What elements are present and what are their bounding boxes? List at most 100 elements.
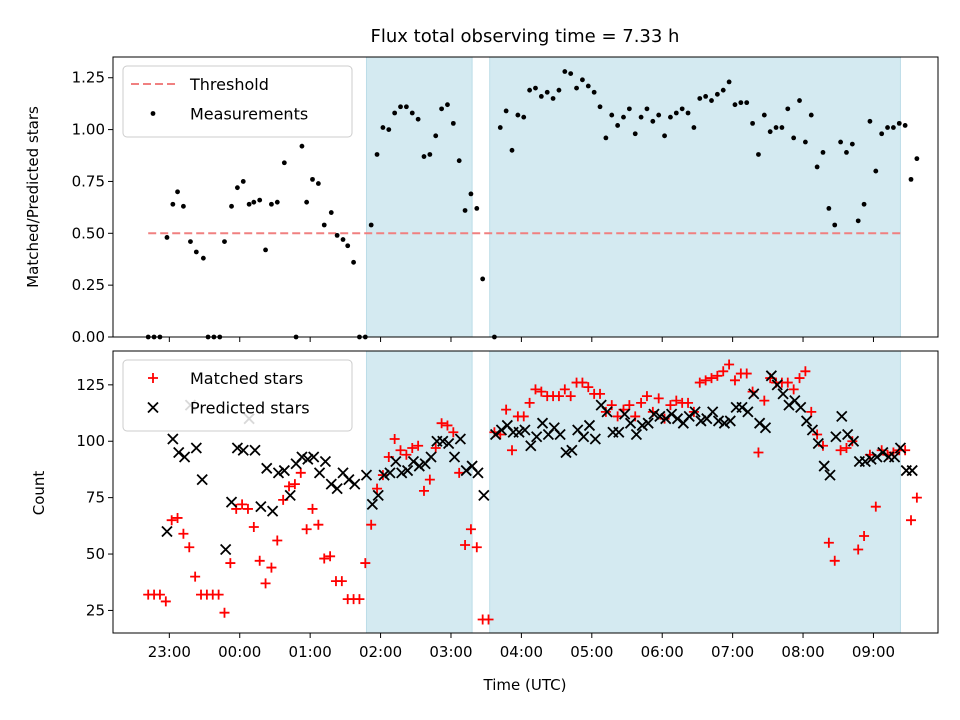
data-point [284, 481, 295, 492]
data-point [266, 505, 279, 517]
data-point [524, 397, 535, 408]
data-point [695, 415, 707, 427]
y-tick-label: 100 [76, 432, 105, 450]
data-point [281, 160, 287, 166]
data-point [518, 411, 529, 422]
x-tick-label: 03:00 [429, 643, 472, 661]
data-point [812, 437, 824, 450]
data-point [788, 384, 799, 395]
data-point [409, 110, 415, 116]
legend-swatch [147, 401, 159, 414]
data-point [450, 120, 456, 126]
data-point [325, 551, 336, 562]
data-point [609, 112, 615, 118]
data-point [507, 445, 518, 456]
data-point [613, 426, 625, 438]
data-point [797, 98, 802, 103]
series-predicted-stars [161, 370, 918, 556]
data-point [861, 201, 867, 207]
data-point [454, 467, 465, 478]
data-point [782, 377, 793, 388]
legend-label: Matched stars [190, 369, 303, 388]
data-point [181, 203, 186, 209]
data-point [234, 185, 240, 191]
data-point [424, 474, 435, 485]
data-point [767, 129, 773, 135]
data-point [161, 525, 173, 538]
data-point [401, 464, 414, 477]
data-point [478, 489, 490, 502]
data-point [624, 400, 635, 411]
data-point [413, 440, 424, 451]
data-point [336, 576, 347, 587]
plot-frame [112, 350, 939, 634]
data-point [621, 114, 626, 120]
data-point [871, 451, 883, 463]
data-point [222, 239, 227, 244]
data-point [654, 410, 666, 423]
data-point [354, 594, 365, 605]
data-point [589, 433, 601, 445]
data-point [304, 199, 310, 205]
data-point [601, 406, 613, 418]
data-point [328, 210, 334, 215]
data-point [750, 120, 755, 126]
data-point [533, 85, 538, 91]
data-point [906, 464, 918, 477]
data-point [689, 406, 701, 418]
data-point [321, 222, 327, 228]
data-point [278, 464, 290, 477]
data-point [164, 235, 170, 240]
data-point [902, 123, 908, 128]
y-axis-label-top: Matched/Predicted stars [24, 106, 42, 288]
data-point [237, 444, 249, 456]
data-point [894, 442, 907, 454]
data-point [509, 147, 515, 153]
data-point [718, 366, 729, 377]
data-point [427, 152, 433, 157]
y-tick-label: 0.25 [72, 276, 105, 294]
data-point [497, 125, 503, 130]
data-point [389, 433, 400, 444]
data-point [724, 359, 735, 370]
data-point [832, 222, 838, 228]
data-point [472, 467, 484, 479]
series-measurements [145, 69, 920, 340]
data-point [160, 596, 171, 607]
y-tick-label: 0.50 [72, 224, 105, 242]
data-point [310, 176, 315, 182]
data-point [249, 444, 261, 456]
data-point [448, 427, 459, 438]
data-point [396, 467, 408, 479]
data-point [334, 232, 340, 238]
x-tick-label: 05:00 [570, 643, 613, 661]
data-point [254, 555, 265, 566]
data-point [154, 589, 165, 600]
data-point [471, 542, 482, 553]
data-point [630, 428, 643, 441]
data-point [791, 135, 797, 141]
data-point [830, 431, 842, 443]
data-point [785, 106, 791, 112]
data-point [274, 199, 280, 205]
data-point [624, 417, 637, 429]
data-point [257, 197, 263, 203]
y-tick-label: 50 [86, 545, 105, 563]
data-point [814, 164, 820, 170]
data-point [744, 100, 750, 106]
data-point [644, 106, 650, 112]
data-point [343, 473, 355, 486]
legend: Matched stars Predicted stars [122, 359, 353, 432]
data-point [771, 379, 783, 391]
data-point [597, 104, 603, 110]
x-tick-label: 01:00 [289, 643, 332, 661]
data-point [879, 131, 885, 137]
shaded-interval [489, 56, 901, 338]
data-point [345, 243, 351, 249]
data-point [765, 370, 777, 382]
panel-0: 0.00 0.25 0.50 0.75 1.00 1.25 Threshold Measure… [72, 56, 939, 346]
data-point [448, 451, 461, 463]
data-point [753, 417, 766, 429]
data-point [615, 123, 621, 128]
data-point [891, 125, 896, 130]
